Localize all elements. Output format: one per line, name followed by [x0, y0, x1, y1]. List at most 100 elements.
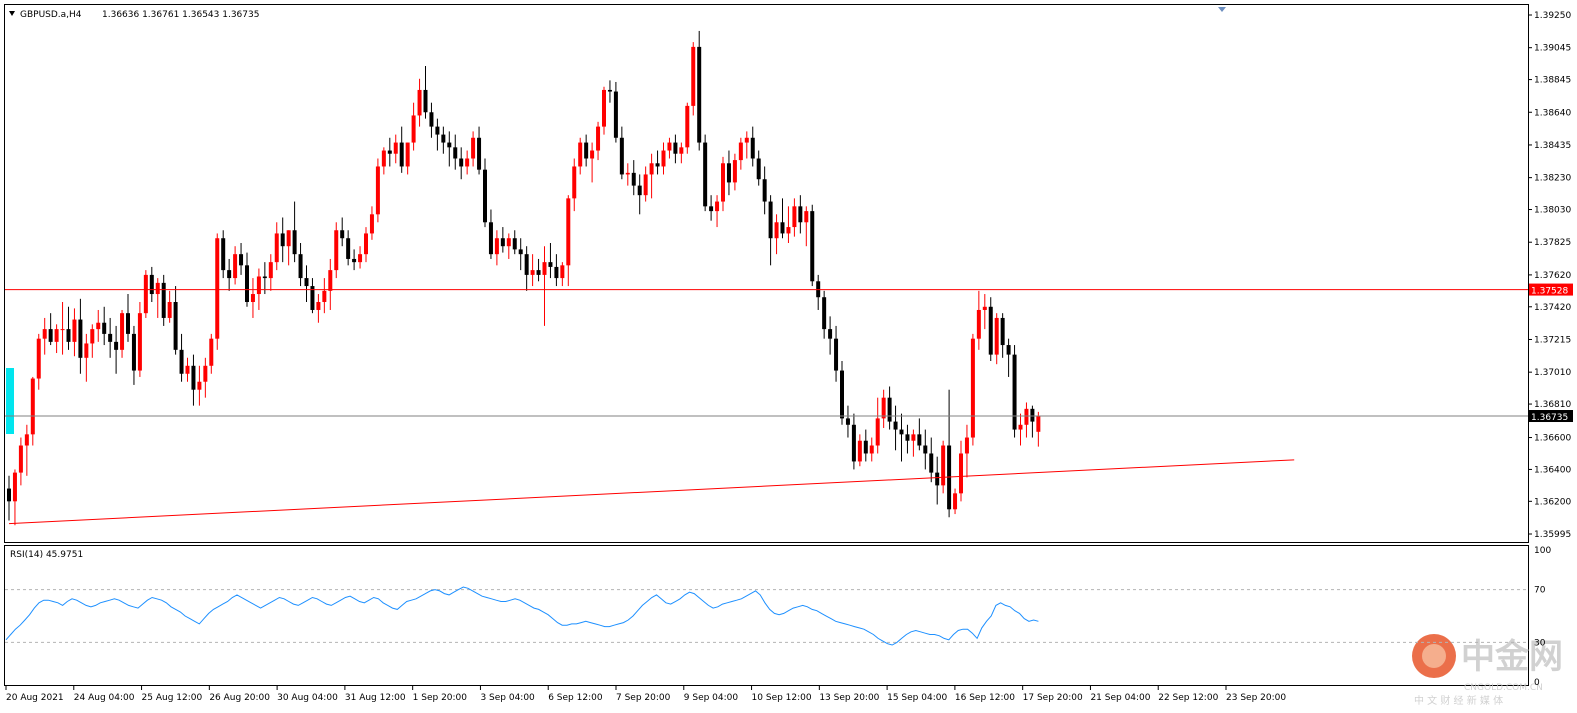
price-panel-frame [4, 4, 1529, 543]
candle-body [322, 290, 327, 303]
price-tick-label: 1.38435 [1534, 141, 1571, 151]
watermark-domain: CNGOLD.COM.CN [1464, 683, 1543, 693]
time-tick-label: 3 Sep 04:00 [480, 693, 535, 703]
candle-body [631, 172, 636, 186]
candle-body [423, 89, 428, 113]
candle-body [120, 313, 125, 350]
candle-body [245, 265, 249, 303]
candle-body [762, 179, 767, 202]
candle-body [102, 322, 107, 334]
chart-shift-marker-icon[interactable] [1218, 7, 1226, 12]
time-tick-label: 26 Aug 20:00 [209, 693, 270, 703]
candle-body [250, 294, 255, 303]
candle-body [929, 453, 934, 473]
time-tick-label: 25 Aug 12:00 [142, 693, 203, 703]
candle-body [227, 270, 232, 279]
candle-body [887, 397, 892, 422]
candle-body [465, 158, 470, 167]
candle-body [381, 150, 386, 167]
candle-body [191, 365, 196, 390]
rsi-tick-label: 0 [1534, 678, 1540, 688]
candle-body [613, 91, 618, 138]
rsi-label: RSI(14) 45.9751 [10, 550, 83, 560]
rsi-series [5, 586, 1039, 646]
time-tick-label: 9 Sep 04:00 [684, 693, 739, 703]
candle-body [691, 46, 696, 106]
candle-body [197, 381, 202, 390]
candle-body [804, 211, 809, 223]
candle-body [875, 418, 880, 446]
candle-body [155, 282, 160, 295]
candle-body [24, 434, 29, 446]
candle-body [346, 238, 351, 259]
candle-body [1018, 424, 1023, 430]
candle-body [429, 112, 434, 127]
candle-body [988, 306, 993, 355]
candle-body [268, 262, 273, 279]
time-axis: 20 Aug 2021 24 Aug 04:00 25 Aug 12:00 26 Au… [5, 686, 1286, 703]
ohlc-readout: 1.36636 1.36761 1.36543 1.36735 [102, 10, 259, 20]
candle-body [518, 249, 523, 255]
candle-body [941, 445, 946, 486]
candle-body [655, 163, 660, 167]
candle-body [387, 150, 392, 154]
candle-body [590, 150, 595, 159]
candle-body [167, 302, 172, 318]
candle-body [756, 158, 761, 180]
watermark-tagline: 中 文 财 经 新 媒 体 [1414, 694, 1503, 707]
candle-body [721, 163, 725, 202]
candle-body [881, 397, 886, 419]
candle-body [840, 370, 844, 419]
candle-body [233, 254, 238, 279]
rsi-panel-frame [4, 545, 1529, 686]
candle-body [48, 329, 53, 342]
candle-body [625, 172, 630, 175]
candle-body [500, 238, 505, 247]
rsi-axis: 100 70 30 0 [5, 546, 1551, 688]
current-price-tag [1529, 410, 1573, 423]
candle-body [536, 270, 541, 275]
candle-body [96, 322, 101, 330]
candle-body [393, 142, 398, 154]
candle-body [774, 222, 779, 239]
candle-body [30, 378, 35, 435]
candle-body [334, 230, 339, 271]
candle-body [108, 333, 113, 342]
candle-body [917, 434, 922, 446]
candle-body [411, 115, 416, 143]
candle-body [84, 343, 89, 358]
candle-body [221, 238, 226, 271]
candle-body [899, 429, 904, 435]
time-tick-label: 15 Sep 04:00 [887, 693, 947, 703]
candle-body [477, 137, 482, 170]
candle-body [602, 89, 606, 127]
candle-body [792, 206, 797, 228]
time-tick-label: 21 Sep 04:00 [1090, 693, 1150, 703]
symbol-dropdown-icon[interactable] [9, 11, 15, 16]
trend-line[interactable] [8, 459, 1295, 525]
candle-body [715, 201, 720, 212]
candle-body [375, 166, 380, 215]
candle-body [447, 142, 452, 148]
candle-body [36, 338, 41, 379]
candle-body [90, 329, 95, 344]
price-tick-label: 1.38640 [1534, 108, 1571, 118]
candlestick-series [7, 30, 1041, 526]
price-tick-label: 1.36200 [1534, 497, 1571, 507]
candle-body [982, 306, 987, 310]
candle-body [369, 214, 374, 234]
watermark: 中金网 CNGOLD.COM.CN 中 文 财 经 新 媒 体 [1412, 634, 1563, 707]
price-tick-label: 1.38030 [1534, 206, 1571, 216]
price-tick-label: 1.36400 [1534, 465, 1571, 475]
time-tick-label: 7 Sep 20:00 [616, 693, 671, 703]
candle-body [834, 338, 839, 371]
price-tick-label: 1.37215 [1534, 335, 1571, 345]
candle-body [137, 313, 142, 371]
candle-body [1036, 416, 1041, 432]
candle-body [274, 233, 279, 263]
price-tick-label: 1.35995 [1534, 530, 1571, 540]
candle-body [256, 276, 261, 295]
candle-body [18, 445, 23, 473]
candle-body [744, 137, 749, 143]
